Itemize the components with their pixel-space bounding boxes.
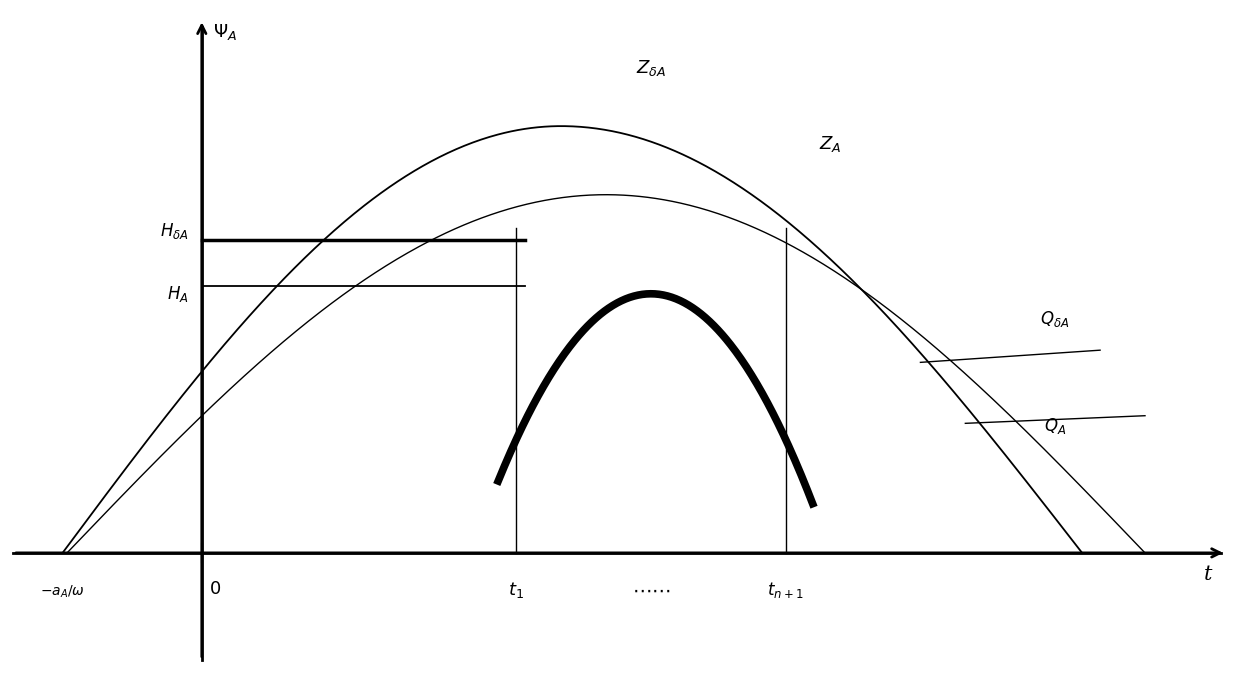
Text: $-a_A/\omega$: $-a_A/\omega$ (40, 583, 85, 600)
Text: $0$: $0$ (209, 581, 222, 598)
Text: $t_{n+1}$: $t_{n+1}$ (767, 581, 804, 600)
Text: t: t (1204, 566, 1212, 585)
Text: $Z_A$: $Z_A$ (819, 134, 841, 154)
Text: $Q_{\delta A}$: $Q_{\delta A}$ (1041, 309, 1069, 329)
Text: $\Psi_A$: $\Psi_A$ (213, 22, 237, 43)
Text: $Z_{\delta A}$: $Z_{\delta A}$ (636, 58, 667, 78)
Text: $\cdots\cdots$: $\cdots\cdots$ (632, 581, 670, 600)
Text: $t_1$: $t_1$ (508, 581, 524, 600)
Text: $H_{\delta A}$: $H_{\delta A}$ (160, 221, 188, 241)
Text: $H_A$: $H_A$ (167, 284, 188, 304)
Text: $Q_A$: $Q_A$ (1044, 416, 1067, 436)
